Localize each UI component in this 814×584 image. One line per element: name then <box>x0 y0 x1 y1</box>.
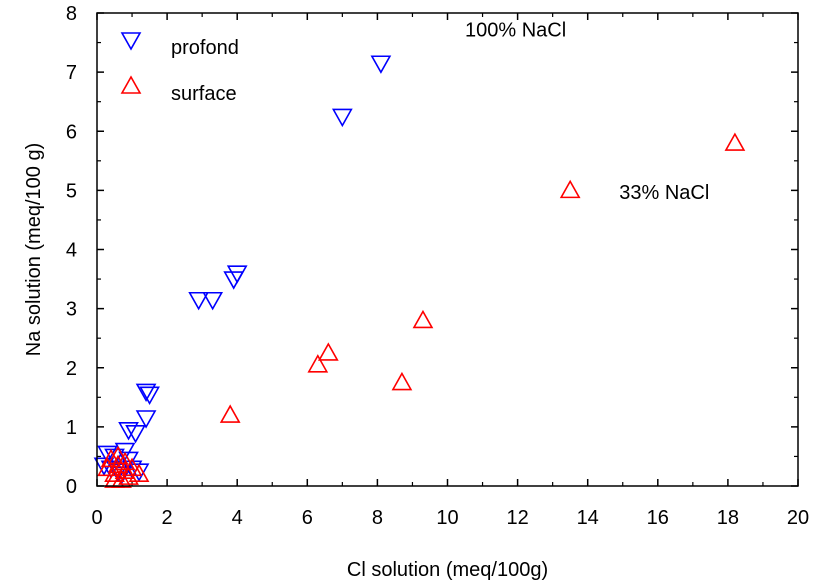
x-tick-label: 6 <box>302 507 313 529</box>
point-profond <box>135 410 157 429</box>
x-tick-label: 2 <box>162 507 173 529</box>
x-tick-label: 20 <box>787 507 809 529</box>
y-axis-label: Na solution (meq/100 g) <box>23 143 45 356</box>
point-surface <box>121 457 143 477</box>
point-surface <box>104 469 125 488</box>
point-surface <box>307 354 329 373</box>
point-profond <box>331 108 353 128</box>
point-profond <box>97 445 118 465</box>
x-tick-label: 12 <box>506 507 528 529</box>
legend-marker-profond <box>120 32 142 51</box>
point-surface <box>391 371 413 391</box>
y-tick-label: 3 <box>66 299 77 321</box>
plot-frame <box>96 12 799 487</box>
x-tick-label: 8 <box>372 507 383 529</box>
x-tick-label: 4 <box>232 507 243 529</box>
point-surface <box>107 454 129 474</box>
legend-label-surface: surface <box>171 83 237 105</box>
x-tick-label: 14 <box>577 507 599 529</box>
point-profond <box>139 386 160 405</box>
point-surface <box>559 179 581 199</box>
y-tick-label: 8 <box>66 3 77 25</box>
y-tick-label: 6 <box>66 121 77 143</box>
y-tick-label: 7 <box>66 62 77 84</box>
annotation-33-nacl: 33% NaCl <box>619 182 709 204</box>
annotation-100-nacl: 100% NaCl <box>465 20 566 42</box>
point-profond <box>125 424 146 444</box>
data-points <box>93 55 746 488</box>
x-tick-label: 0 <box>91 507 102 529</box>
legend: profond surface <box>120 32 239 105</box>
point-surface <box>107 445 129 465</box>
y-tick-label: 4 <box>66 240 77 262</box>
legend-label-profond: profond <box>171 37 239 59</box>
point-surface <box>724 132 746 151</box>
x-tick-label: 10 <box>436 507 458 529</box>
y-tick-label: 1 <box>66 417 77 439</box>
point-profond <box>188 291 210 311</box>
point-profond <box>202 291 224 311</box>
y-tick-label: 5 <box>66 180 77 202</box>
y-tick-label: 0 <box>66 476 77 498</box>
point-profond <box>118 422 139 441</box>
point-surface <box>128 463 150 482</box>
point-surface <box>412 309 434 329</box>
y-tick-label: 2 <box>66 358 77 380</box>
point-profond <box>135 383 157 403</box>
point-surface <box>317 342 339 361</box>
x-tick-label: 16 <box>647 507 669 529</box>
point-profond <box>226 265 248 284</box>
point-surface <box>219 404 241 423</box>
x-axis-label: Cl solution (meq/100g) <box>347 559 548 581</box>
x-tick-label: 18 <box>717 507 739 529</box>
legend-marker-surface <box>120 75 142 94</box>
point-profond <box>370 55 392 74</box>
point-surface <box>114 451 136 471</box>
point-surface <box>100 448 122 468</box>
